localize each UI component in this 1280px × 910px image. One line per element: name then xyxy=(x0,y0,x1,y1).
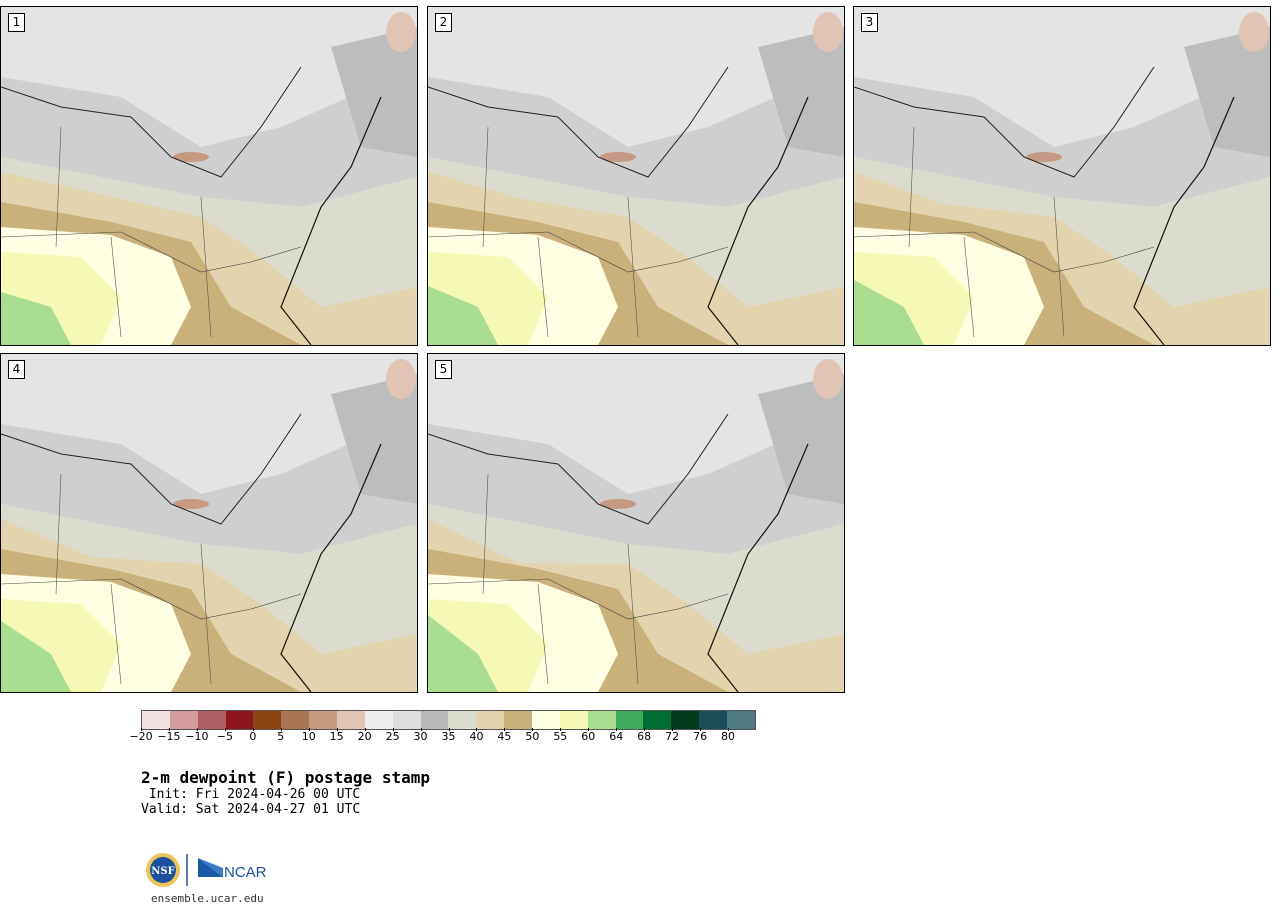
colorbar-tick-label: −20 xyxy=(129,730,153,743)
nsf-ncar-logo: NSF NCAR xyxy=(146,853,267,887)
dewpoint-map xyxy=(428,354,844,692)
colorbar-swatch xyxy=(476,711,505,729)
valid-time: Valid: Sat 2024-04-27 01 UTC xyxy=(141,802,361,817)
colorbar-swatch xyxy=(420,711,449,729)
colorbar-tick-label: 15 xyxy=(329,730,344,743)
colorbar-swatch xyxy=(225,711,254,729)
dewpoint-map xyxy=(428,7,844,345)
colorbar-tick-label: −15 xyxy=(157,730,181,743)
colorbar-tick-label: 40 xyxy=(469,730,484,743)
colorbar-swatch xyxy=(169,711,198,729)
colorbar-swatch xyxy=(559,711,588,729)
map-panel-2: 2 xyxy=(427,6,845,346)
colorbar-tick-label: 50 xyxy=(525,730,540,743)
colorbar-swatch xyxy=(253,711,282,729)
colorbar-ticks: −20 −15 −10 −5 0 5 10 15 20 25 30 35 40 45 50 55 60 64 68 7… xyxy=(129,728,756,750)
map-panel-4: 4 xyxy=(0,353,418,693)
colorbar-swatch xyxy=(392,711,421,729)
colorbar-tick-label: 64 xyxy=(609,730,624,743)
colorbar-swatch xyxy=(448,711,477,729)
colorbar-swatch xyxy=(364,711,393,729)
colorbar-tick-label: 30 xyxy=(413,730,428,743)
colorbar-tick-label: 45 xyxy=(497,730,512,743)
ncar-logo-text: NCAR xyxy=(224,864,267,881)
colorbar-swatch xyxy=(532,711,560,729)
panel-number: 2 xyxy=(435,13,452,32)
colorbar xyxy=(141,710,756,730)
colorbar-swatch xyxy=(587,711,616,729)
init-time: Init: Fri 2024-04-26 00 UTC xyxy=(141,787,361,802)
colorbar-tick-label: 80 xyxy=(721,730,736,743)
colorbar-swatch xyxy=(671,711,700,729)
colorbar-tick-label: 60 xyxy=(581,730,596,743)
panel-number: 1 xyxy=(8,13,25,32)
colorbar-swatch xyxy=(643,711,672,729)
colorbar-swatch xyxy=(615,711,644,729)
colorbar-tick-label: −5 xyxy=(216,730,233,743)
dewpoint-map xyxy=(1,7,417,345)
panel-number: 3 xyxy=(861,13,878,32)
map-panel-1: 1 xyxy=(0,6,418,346)
map-panel-5: 5 xyxy=(427,353,845,693)
dewpoint-map xyxy=(854,7,1270,345)
dewpoint-map xyxy=(1,354,417,692)
colorbar-swatch xyxy=(197,711,226,729)
colorbar-tick-label: 72 xyxy=(665,730,680,743)
colorbar-tick-label: 25 xyxy=(385,730,400,743)
colorbar-tick-label: 55 xyxy=(553,730,568,743)
map-panel-3: 3 xyxy=(853,6,1271,346)
colorbar-swatch xyxy=(309,711,338,729)
colorbar-swatch xyxy=(504,711,533,729)
website-url: ensemble.ucar.edu xyxy=(151,892,264,905)
colorbar-swatch xyxy=(281,711,310,729)
chart-title: 2-m dewpoint (F) postage stamp xyxy=(141,768,430,787)
colorbar-tick-label: 10 xyxy=(301,730,316,743)
colorbar-tick-label: −10 xyxy=(185,730,209,743)
panel-number: 4 xyxy=(8,360,25,379)
colorbar-swatch xyxy=(337,711,365,729)
colorbar-tick-label: 5 xyxy=(277,730,285,743)
colorbar-swatch xyxy=(699,711,728,729)
colorbar-tick-label: 20 xyxy=(357,730,372,743)
colorbar-tick-label: 35 xyxy=(441,730,456,743)
panel-number: 5 xyxy=(435,360,452,379)
nsf-logo-text: NSF xyxy=(151,866,174,877)
colorbar-tick-label: 76 xyxy=(693,730,708,743)
colorbar-tick-label: 68 xyxy=(637,730,652,743)
colorbar-tick-label: 0 xyxy=(249,730,257,743)
colorbar-swatch xyxy=(727,711,755,729)
colorbar-swatch xyxy=(142,711,170,729)
